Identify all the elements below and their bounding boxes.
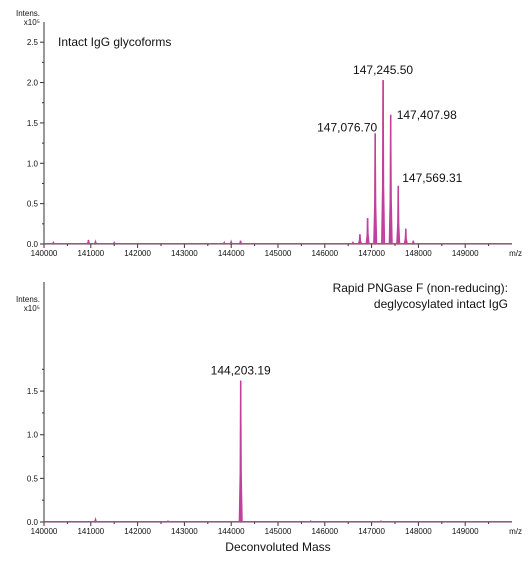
x-tick-label: 142000: [124, 527, 151, 536]
y-tick-label: 0.0: [27, 240, 39, 249]
y-unit-label: Intens.: [16, 295, 40, 304]
y-tick-label: 0.5: [27, 474, 39, 483]
y-tick-label: 2.5: [27, 38, 39, 47]
panel-annotation: Rapid PNGase F (non-reducing):: [333, 281, 508, 295]
x-tick-label: 145000: [265, 249, 292, 258]
y-unit-label: Intens.: [16, 9, 40, 18]
spectrum-panel-1: 140000 141000 142000 143000 144000 145000 1460…: [16, 9, 522, 258]
y-unit-label: x10⁵: [24, 18, 40, 27]
x-axis-title: Deconvoluted Mass: [225, 540, 330, 554]
x-tick-label: 141000: [77, 249, 104, 258]
x-tick-label: 143000: [171, 249, 198, 258]
panel-annotation: Intact IgG glycoforms: [58, 35, 171, 49]
peak-label: 144,203.19: [211, 364, 271, 378]
x-tick-label: 144000: [218, 527, 245, 536]
x-tick-label: 148000: [405, 527, 432, 536]
peak-label: 147,569.31: [402, 171, 462, 185]
x-tick-label: 144000: [218, 249, 245, 258]
y-tick-label: 1.5: [27, 119, 39, 128]
x-tick-label: 146000: [311, 527, 338, 536]
peak-label: 147,245.50: [353, 63, 413, 77]
panel-annotation: deglycosylated intact IgG: [374, 297, 508, 311]
x-tick-label: 142000: [124, 249, 151, 258]
y-unit-label: x10⁵: [24, 304, 40, 313]
peak-label: 147,076.70: [317, 120, 377, 134]
x-tick-label: 146000: [311, 249, 338, 258]
x-unit-label: m/z: [509, 249, 522, 258]
spectrum-panel-2: 140000 141000 142000 143000 144000 145000 1460…: [16, 281, 522, 554]
x-tick-label: 147000: [358, 527, 385, 536]
x-tick-label: 141000: [77, 527, 104, 536]
x-tick-label: 140000: [31, 527, 58, 536]
spectrum-trace: [44, 380, 512, 523]
y-tick-label: 0.5: [27, 200, 39, 209]
spectrum-trace: [44, 80, 512, 245]
x-tick-label: 149000: [452, 527, 479, 536]
x-tick-label: 140000: [31, 249, 58, 258]
x-unit-label: m/z: [509, 527, 522, 536]
y-tick-label: 0.0: [27, 518, 39, 527]
x-tick-label: 145000: [265, 527, 292, 536]
y-tick-label: 2.0: [27, 79, 39, 88]
x-tick-label: 143000: [171, 527, 198, 536]
y-tick-label: 1.0: [27, 159, 39, 168]
y-tick-label: 1.5: [27, 387, 39, 396]
peak-label: 147,407.98: [397, 108, 457, 122]
x-tick-label: 149000: [452, 249, 479, 258]
x-tick-label: 147000: [358, 249, 385, 258]
y-tick-label: 1.0: [27, 431, 39, 440]
x-tick-label: 148000: [405, 249, 432, 258]
